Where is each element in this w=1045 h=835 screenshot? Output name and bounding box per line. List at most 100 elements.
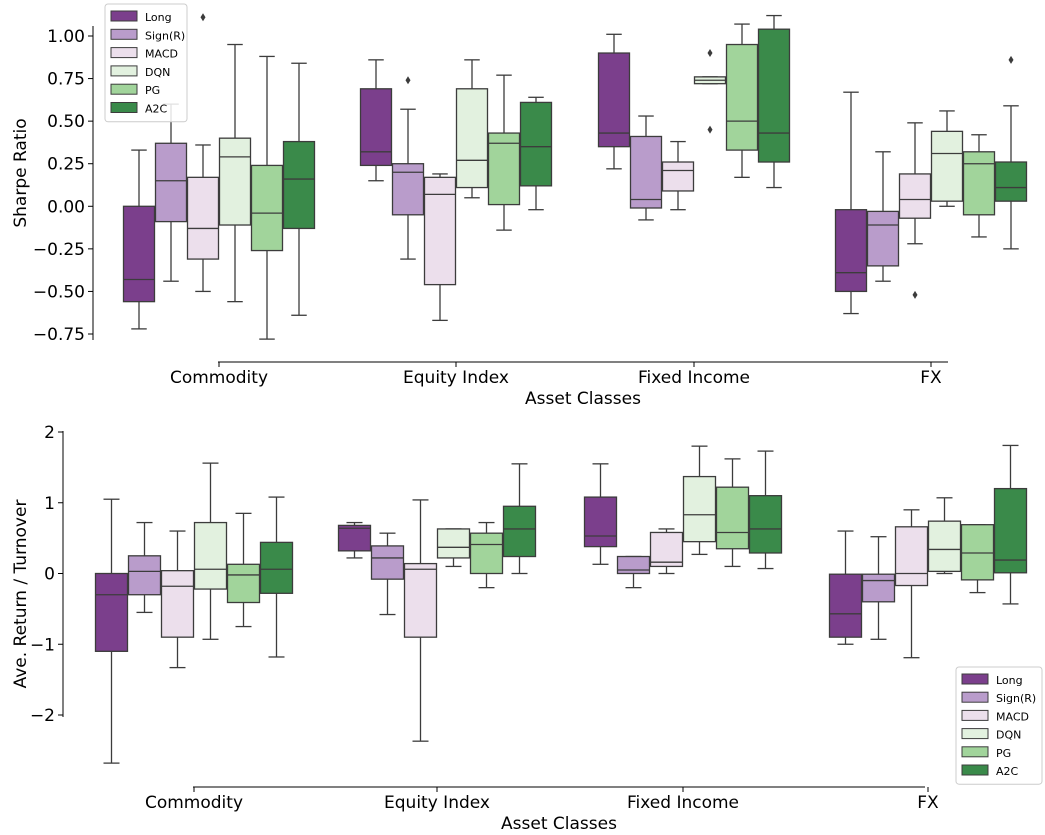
- legend-label-a2c: A2C: [996, 765, 1019, 778]
- outlier-point: [707, 125, 713, 134]
- box-sign-r-equity-index: [370, 532, 405, 616]
- box-macd-commodity: [160, 530, 195, 669]
- legend-swatch-dqn: [110, 65, 138, 77]
- box-sign-r-fixed-income: [616, 555, 651, 589]
- legend-label-dqn: DQN: [996, 729, 1021, 742]
- box-a2c-equity-index: [519, 96, 553, 211]
- y-tick-label: 0.25: [47, 155, 85, 175]
- y-tick-label: 1: [44, 494, 55, 514]
- box-iqr: [391, 163, 425, 216]
- y-tick-label: 2: [44, 423, 55, 443]
- legend: Long Sign(R) MACD DQN PG A2C: [104, 3, 188, 123]
- legend-label-long: Long: [145, 11, 172, 24]
- box-iqr: [436, 528, 471, 559]
- box-dqn-commodity: [193, 462, 228, 640]
- x-tick-label-commodity: Commodity: [145, 793, 243, 813]
- box-dqn-fx: [927, 497, 962, 575]
- box-iqr: [757, 28, 791, 163]
- box-iqr: [487, 132, 521, 206]
- box-iqr: [861, 573, 896, 603]
- outlier-point: [200, 13, 206, 22]
- x-tick-label-commodity: Commodity: [170, 368, 268, 388]
- y-tick-label: −0.25: [33, 240, 85, 260]
- x-tick-label-fx: FX: [920, 368, 942, 388]
- legend-label-long: Long: [996, 674, 1023, 687]
- box-long-fx: [828, 530, 863, 645]
- legend-label-macd: MACD: [996, 710, 1029, 723]
- box-sign-r-fx: [866, 151, 900, 282]
- y-axis-title: Sharpe Ratio: [11, 118, 31, 227]
- box-iqr: [186, 176, 220, 260]
- box-iqr: [898, 173, 932, 219]
- box-iqr: [218, 137, 252, 226]
- box-long-equity-index: [359, 59, 393, 182]
- legend: Long Sign(R) MACD DQN PG A2C: [955, 666, 1043, 785]
- box-iqr: [127, 555, 162, 596]
- y-tick-label: −1: [30, 635, 55, 655]
- box-iqr: [259, 541, 294, 594]
- box-iqr: [834, 209, 868, 293]
- x-tick-label-fixed-income: Fixed Income: [638, 368, 750, 388]
- box-iqr: [927, 520, 962, 573]
- legend-swatch-a2c: [110, 102, 138, 113]
- legend-swatch-long: [110, 10, 138, 22]
- box-iqr: [154, 142, 188, 223]
- box-iqr: [597, 52, 631, 148]
- legend-swatch-sign-r: [961, 691, 989, 703]
- y-tick-label: 0.50: [47, 112, 85, 132]
- box-iqr: [866, 210, 900, 267]
- box-iqr: [359, 88, 393, 167]
- box-iqr: [994, 161, 1028, 202]
- legend-swatch-a2c: [961, 764, 989, 776]
- box-long-fixed-income: [597, 33, 631, 170]
- legend-label-pg: PG: [996, 747, 1011, 760]
- box-iqr: [930, 130, 964, 202]
- y-axis-title: Ave. Return / Turnover: [11, 500, 31, 689]
- box-iqr: [469, 532, 504, 575]
- box-iqr: [337, 524, 372, 552]
- box-pg-fixed-income: [725, 23, 759, 178]
- box-macd-fixed-income: [661, 140, 695, 211]
- x-axis-title: Asset Classes: [525, 389, 641, 409]
- box-iqr: [423, 176, 457, 286]
- box-iqr: [715, 486, 750, 550]
- box-iqr: [250, 164, 284, 252]
- box-macd-fx: [894, 509, 929, 659]
- legend-swatch-long: [961, 673, 989, 685]
- box-dqn-fx: [930, 110, 964, 207]
- box-iqr: [370, 545, 405, 580]
- box-a2c-fixed-income: [748, 450, 783, 570]
- box-pg-fx: [962, 134, 996, 238]
- x-tick-label-fx: FX: [917, 793, 939, 813]
- sharpe-ratio-panel: −0.75 −0.50 −0.25 0.00 0.25 0.50 0.75 1.00 Commo…: [11, 3, 1028, 409]
- box-iqr: [616, 555, 651, 575]
- box-sign-r-commodity: [154, 103, 188, 282]
- box-iqr: [682, 475, 717, 543]
- box-dqn-fixed-income: [682, 445, 717, 556]
- box-long-fixed-income: [583, 463, 618, 565]
- box-iqr: [993, 487, 1028, 574]
- box-iqr: [960, 524, 995, 581]
- return-turnover-panel: −2 −1 0 1 2 Commodity Equity Index Fixed Income…: [11, 423, 1043, 834]
- box-iqr: [160, 570, 195, 638]
- box-a2c-fx: [993, 444, 1028, 605]
- y-tick-label: 1.00: [47, 27, 85, 47]
- box-iqr: [282, 140, 316, 230]
- box-iqr: [502, 505, 537, 558]
- x-tick-label-fixed-income: Fixed Income: [627, 793, 739, 813]
- box-sign-r-fx: [861, 536, 896, 640]
- box-macd-equity-index: [403, 499, 438, 742]
- box-iqr: [649, 531, 684, 568]
- box-dqn-equity-index: [436, 528, 471, 568]
- box-iqr: [519, 101, 553, 187]
- box-iqr: [894, 526, 929, 587]
- box-sign-r-commodity: [127, 521, 162, 614]
- legend-label-a2c: A2C: [145, 103, 168, 116]
- x-axis-title: Asset Classes: [501, 814, 617, 834]
- outlier-point: [405, 76, 411, 85]
- box-pg-equity-index: [469, 521, 504, 589]
- box-dqn-fixed-income: [693, 49, 727, 134]
- box-long-equity-index: [337, 521, 372, 559]
- box-sign-r-equity-index: [391, 76, 425, 260]
- box-iqr: [455, 88, 489, 189]
